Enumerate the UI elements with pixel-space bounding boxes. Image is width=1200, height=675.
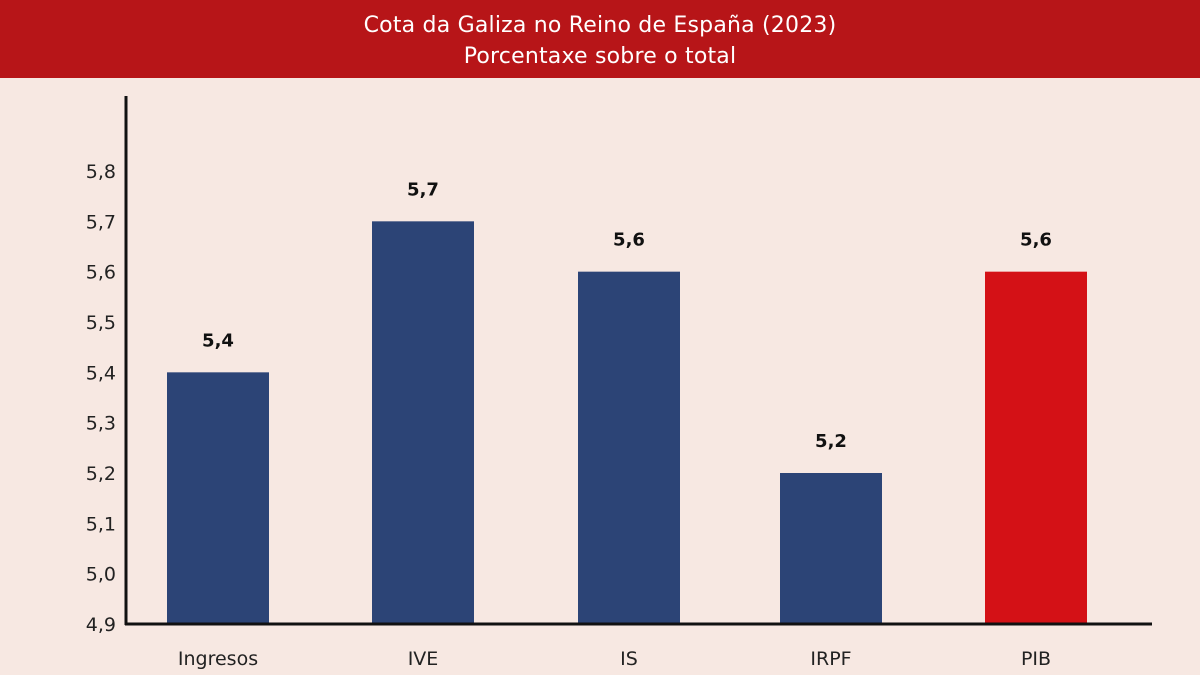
y-tick-label: 4,9 [86, 614, 116, 636]
category-label-irpf: IRPF [810, 648, 851, 670]
y-tick-label: 5,2 [86, 463, 116, 485]
category-label-ingresos: Ingresos [178, 648, 258, 670]
bar-chart: 4,9 5,0 5,1 5,2 5,3 5,4 5,5 5,6 5,7 5,8 5,4 5,7 5,6… [86, 96, 1152, 670]
y-tick-label: 5,0 [86, 564, 116, 586]
y-tick-label: 5,8 [86, 161, 116, 183]
category-label-pib: PIB [1021, 648, 1051, 670]
data-label-pib: 5,6 [1020, 230, 1052, 251]
data-labels: 5,4 5,7 5,6 5,2 5,6 [202, 179, 1052, 452]
y-tick-label: 5,3 [86, 413, 116, 435]
data-label-ingresos: 5,4 [202, 330, 234, 351]
y-axis-ticks: 4,9 5,0 5,1 5,2 5,3 5,4 5,5 5,6 5,7 5,8 [86, 161, 116, 636]
data-label-is: 5,6 [613, 230, 645, 251]
y-tick-label: 5,5 [86, 312, 116, 334]
y-tick-label: 5,1 [86, 513, 116, 535]
category-label-ive: IVE [408, 648, 439, 670]
y-tick-label: 5,4 [86, 362, 116, 384]
y-tick-label: 5,7 [86, 211, 116, 233]
bars [167, 221, 1087, 625]
chart-title: Cota da Galiza no Reino de España (2023) [363, 13, 837, 38]
x-axis-labels: Ingresos IVE IS IRPF PIB [178, 648, 1051, 670]
title-banner: Cota da Galiza no Reino de España (2023)… [0, 0, 1200, 78]
chart-subtitle: Porcentaxe sobre o total [463, 44, 737, 69]
bar-ive [372, 221, 474, 625]
category-label-is: IS [620, 648, 638, 670]
bar-pib [985, 271, 1087, 624]
bar-ingresos [167, 372, 269, 624]
bar-irpf [780, 473, 882, 624]
y-tick-label: 5,6 [86, 262, 116, 284]
data-label-ive: 5,7 [407, 179, 439, 200]
data-label-irpf: 5,2 [815, 431, 847, 452]
bar-is [578, 271, 680, 624]
